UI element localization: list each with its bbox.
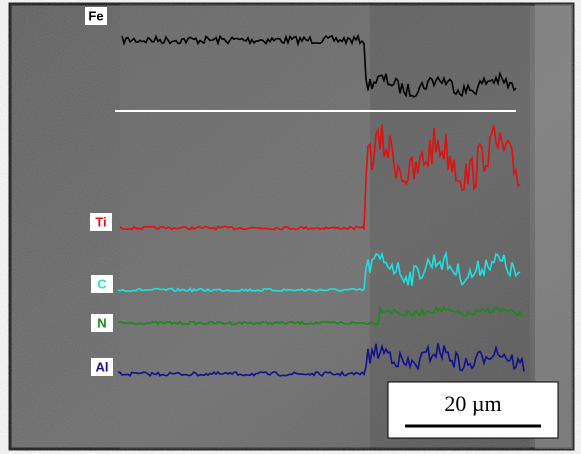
element-label: C — [97, 276, 107, 291]
element-label: Ti — [95, 214, 106, 229]
micrograph: Fe Ti C N Al 20 µm — [0, 0, 581, 454]
element-label: Fe — [88, 8, 103, 23]
element-label: Al — [96, 359, 109, 374]
scale-bar-label: 20 µm — [444, 391, 501, 416]
coating-region — [120, 4, 370, 449]
element-label: N — [97, 315, 106, 330]
